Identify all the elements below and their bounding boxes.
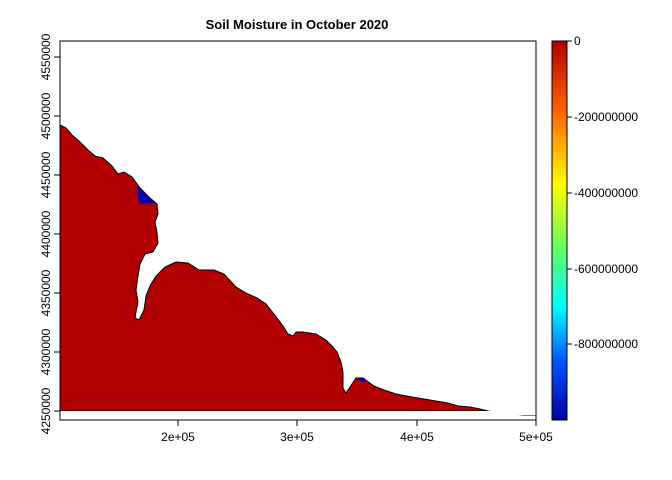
y-tick-label: 4250000 bbox=[39, 387, 53, 434]
y-tick-label: 4500000 bbox=[39, 92, 53, 139]
legend-tick-label: -600000000 bbox=[574, 262, 638, 276]
y-tick-label: 4400000 bbox=[39, 210, 53, 257]
plot-frame bbox=[59, 40, 537, 421]
x-axis: 2e+05 3e+05 4e+05 5e+05 bbox=[161, 420, 553, 444]
map-title: Soil Moisture in October 2020 bbox=[206, 17, 389, 32]
legend-tick-label: -800000000 bbox=[574, 337, 638, 351]
y-tick-label: 4450000 bbox=[39, 151, 53, 198]
legend-colorbar bbox=[551, 40, 568, 421]
legend-tick-label: -400000000 bbox=[574, 186, 638, 200]
legend-tick-label: 0 bbox=[574, 34, 581, 48]
land-region bbox=[59, 124, 489, 412]
color-legend: 0 -200000000 -400000000 -600000000 -8000… bbox=[551, 34, 638, 421]
y-tick-label: 4550000 bbox=[39, 33, 53, 80]
anomaly-patch-south bbox=[356, 378, 368, 382]
x-tick-label: 3e+05 bbox=[280, 430, 314, 444]
map-panel bbox=[59, 40, 537, 421]
y-tick-label: 4300000 bbox=[39, 328, 53, 375]
x-tick-label: 5e+05 bbox=[519, 430, 553, 444]
legend-tick-label: -200000000 bbox=[574, 110, 638, 124]
anomaly-patch-north bbox=[137, 186, 155, 204]
x-tick-label: 4e+05 bbox=[400, 430, 434, 444]
x-tick-label: 2e+05 bbox=[161, 430, 195, 444]
baseline-strip bbox=[60, 411, 536, 415]
y-tick-label: 4350000 bbox=[39, 269, 53, 316]
y-axis: 4250000 4300000 4350000 4400000 4450000 … bbox=[39, 33, 60, 434]
